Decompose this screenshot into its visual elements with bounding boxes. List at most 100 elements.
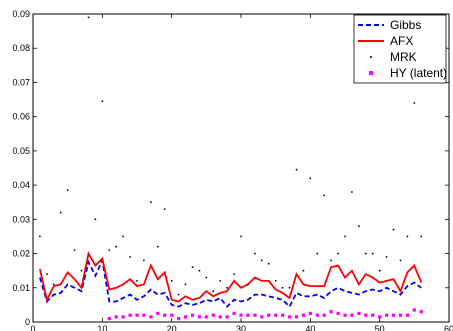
data-point (128, 313, 132, 317)
data-point (322, 313, 326, 317)
data-point (274, 313, 278, 317)
series-line (39, 251, 423, 303)
x-tick-label: 50 (375, 324, 385, 331)
data-point (337, 252, 339, 255)
data-point (184, 283, 187, 286)
data-point (260, 259, 263, 262)
data-point (420, 235, 423, 238)
data-point (156, 311, 160, 315)
legend-afx-label: AFX (390, 34, 413, 48)
legend: Gibbs AFX MRK HY (latent) (353, 14, 447, 84)
data-point (378, 269, 381, 272)
data-point (371, 252, 374, 255)
y-tick-label: 0.01 (12, 283, 30, 293)
data-point (191, 266, 194, 269)
data-point (254, 252, 256, 255)
data-point (143, 259, 145, 262)
data-point (350, 313, 354, 317)
y-tick-label: 0.03 (12, 214, 30, 224)
x-tick-label: 60 (444, 324, 453, 331)
data-point (136, 280, 138, 282)
data-point (240, 235, 242, 238)
y-tick-label: 0.07 (12, 77, 30, 87)
data-point (219, 280, 222, 282)
data-point (343, 313, 347, 317)
series-hy-latent (107, 308, 423, 321)
data-point (226, 286, 229, 289)
data-point (412, 308, 416, 312)
data-point (281, 313, 285, 317)
legend-hy-swatch (369, 71, 373, 75)
data-point (357, 311, 361, 315)
y-tick-label: 0.02 (12, 249, 30, 259)
data-point (177, 293, 180, 296)
data-point (225, 315, 229, 319)
series-mrk (39, 16, 423, 296)
data-point (190, 313, 195, 317)
data-point (156, 245, 159, 248)
data-point (336, 311, 340, 315)
data-point (308, 311, 312, 315)
data-point (39, 235, 41, 238)
data-point (142, 313, 146, 317)
data-point (114, 315, 118, 319)
data-point (211, 313, 215, 317)
data-point (329, 310, 333, 314)
data-point (198, 269, 201, 272)
data-point (371, 313, 375, 317)
data-point (378, 315, 382, 319)
axis-ticks: 0 10 20 30 40 50 60 0 0.01 0.02 0.03 0.04 0.05 0.06 0.… (12, 9, 453, 331)
data-point (59, 211, 62, 214)
y-tick-label: 0.04 (12, 180, 30, 190)
data-point (212, 290, 215, 293)
data-point (281, 286, 284, 289)
x-tick-label: 0 (30, 324, 35, 331)
data-point (247, 283, 249, 286)
data-point (267, 313, 271, 317)
data-point (150, 201, 152, 204)
legend-hy-label: HY (latent) (390, 66, 447, 80)
data-point (163, 208, 166, 211)
data-point (205, 276, 208, 279)
data-point (115, 245, 118, 248)
data-point (267, 262, 270, 265)
data-point (233, 273, 236, 275)
data-point (294, 315, 299, 319)
data-point (274, 280, 277, 282)
data-point (330, 259, 332, 262)
data-point (399, 259, 402, 262)
data-point (302, 269, 305, 272)
data-point (129, 256, 132, 258)
data-point (364, 313, 368, 317)
data-point (253, 313, 257, 317)
data-point (301, 313, 305, 317)
data-point (364, 252, 367, 255)
data-point (170, 313, 174, 317)
data-point (170, 280, 173, 282)
data-point (232, 311, 236, 315)
data-point (406, 235, 409, 238)
data-point (358, 225, 360, 228)
data-point (398, 313, 403, 317)
x-tick-label: 40 (305, 324, 315, 331)
data-point (419, 310, 423, 314)
data-point (315, 313, 319, 317)
series-afx (39, 251, 423, 303)
data-point (122, 235, 124, 238)
x-tick-label: 20 (167, 324, 177, 331)
data-point (73, 249, 76, 252)
x-tick-label: 10 (97, 324, 107, 331)
data-point (163, 313, 167, 317)
data-point (323, 194, 326, 197)
data-point (295, 168, 298, 171)
y-tick-label: 0.06 (12, 112, 30, 122)
data-point (385, 256, 388, 258)
data-point (52, 283, 55, 286)
data-point (260, 315, 264, 319)
data-point (149, 315, 153, 319)
data-point (351, 191, 353, 193)
y-tick-label: 0.08 (12, 43, 30, 53)
data-point (46, 273, 48, 275)
data-point (392, 228, 395, 231)
data-point (391, 313, 396, 317)
